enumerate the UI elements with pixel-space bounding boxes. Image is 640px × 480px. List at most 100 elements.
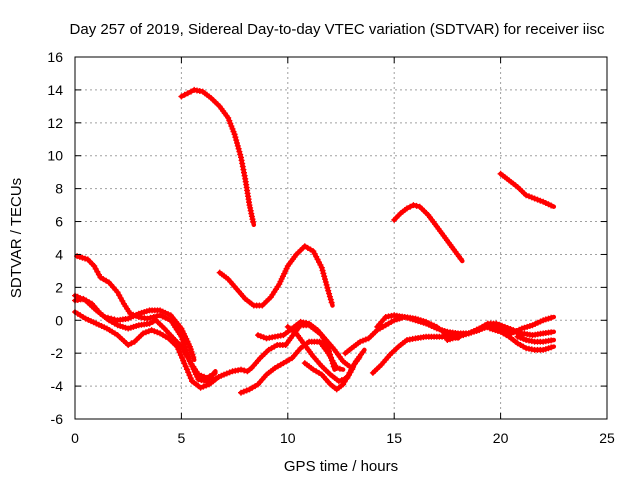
- data-point: [534, 319, 541, 326]
- data-point: [226, 369, 233, 376]
- data-point: [237, 151, 244, 158]
- data-point: [125, 342, 132, 348]
- data-point: [77, 295, 84, 302]
- data-point: [318, 264, 325, 271]
- series-sat-s: [497, 170, 557, 209]
- data-point: [521, 324, 528, 331]
- data-point: [177, 352, 184, 359]
- data-point: [496, 321, 503, 328]
- data-point: [260, 334, 267, 341]
- data-point: [494, 328, 501, 334]
- data-point: [235, 145, 242, 152]
- data-point: [200, 383, 207, 390]
- data-point: [228, 123, 235, 130]
- y-tick-label: -2: [51, 345, 64, 361]
- data-point: [401, 314, 408, 320]
- series-sat-p: [444, 320, 557, 343]
- series-sat-h: [238, 338, 346, 396]
- data-point: [98, 323, 105, 329]
- data-point: [149, 318, 156, 325]
- data-point: [499, 322, 505, 329]
- data-point: [524, 323, 531, 330]
- y-tick-label: 4: [55, 246, 63, 262]
- data-point: [82, 255, 89, 262]
- data-point: [444, 337, 451, 343]
- data-point: [407, 203, 414, 210]
- data-point: [513, 328, 520, 335]
- data-point: [125, 325, 132, 332]
- data-point: [542, 316, 549, 323]
- x-tick-label: 0: [71, 430, 79, 446]
- x-tick-label: 20: [493, 430, 509, 446]
- data-point: [517, 334, 524, 341]
- data-point: [321, 273, 328, 280]
- data-point: [135, 310, 142, 317]
- data-point: [85, 316, 92, 323]
- data-point: [180, 339, 187, 346]
- series-sat-o: [391, 202, 465, 264]
- data-point: [144, 315, 151, 322]
- chart-title: Day 257 of 2019, Sidereal Day-to-day VTE…: [70, 21, 605, 38]
- x-tick-label: 5: [178, 430, 186, 446]
- x-tick-label: 15: [386, 430, 402, 446]
- data-point: [226, 117, 233, 124]
- data-point: [322, 276, 328, 283]
- x-axis-label: GPS time / hours: [284, 458, 398, 475]
- data-point: [190, 354, 197, 361]
- data-point: [108, 315, 115, 322]
- data-point: [323, 281, 330, 288]
- data-point: [238, 389, 244, 396]
- data-point: [431, 324, 438, 331]
- data-point: [227, 120, 234, 127]
- data-point: [128, 340, 135, 347]
- data-point: [455, 333, 461, 340]
- y-axis-label: SDTVAR / TECUs: [8, 178, 25, 298]
- data-point: [218, 372, 225, 379]
- data-point: [186, 372, 193, 379]
- data-point: [210, 376, 217, 383]
- data-point: [413, 202, 420, 209]
- series-sat-d: [72, 292, 197, 363]
- data-point: [357, 338, 364, 345]
- data-point: [223, 370, 230, 377]
- data-point: [143, 308, 150, 315]
- y-tick-label: 12: [47, 115, 63, 131]
- data-point: [326, 293, 333, 300]
- x-ticks: 0 5 10 15 20 25: [71, 57, 615, 446]
- data-point: [195, 371, 202, 378]
- data-point: [548, 337, 555, 344]
- data-point: [151, 328, 158, 335]
- data-point: [241, 367, 248, 374]
- data-point: [423, 320, 430, 327]
- data-point: [415, 318, 422, 325]
- data-point: [322, 279, 329, 285]
- data-point: [529, 322, 536, 329]
- data-point: [162, 309, 169, 316]
- series-sat-k: [301, 347, 367, 393]
- data-point: [198, 372, 205, 379]
- y-tick-label: 10: [47, 148, 63, 164]
- data-point: [489, 326, 496, 333]
- data-point: [181, 360, 188, 367]
- data-point: [255, 332, 261, 339]
- data-point: [528, 194, 535, 201]
- data-point: [548, 202, 555, 209]
- y-tick-label: 6: [55, 214, 63, 230]
- data-point: [335, 378, 342, 385]
- grid: [75, 57, 607, 419]
- data-point: [145, 328, 152, 335]
- data-point: [531, 195, 538, 202]
- data-point: [154, 329, 161, 336]
- y-tick-label: 14: [47, 82, 63, 98]
- data-point: [79, 254, 86, 261]
- data-point: [233, 137, 240, 144]
- data-point: [182, 363, 189, 370]
- data-point: [333, 365, 340, 371]
- data-point: [463, 331, 469, 338]
- data-point: [457, 255, 464, 262]
- data-point: [493, 320, 500, 327]
- data-point: [105, 314, 111, 321]
- data-point: [428, 323, 435, 329]
- data-point: [178, 93, 185, 100]
- data-point: [180, 357, 187, 364]
